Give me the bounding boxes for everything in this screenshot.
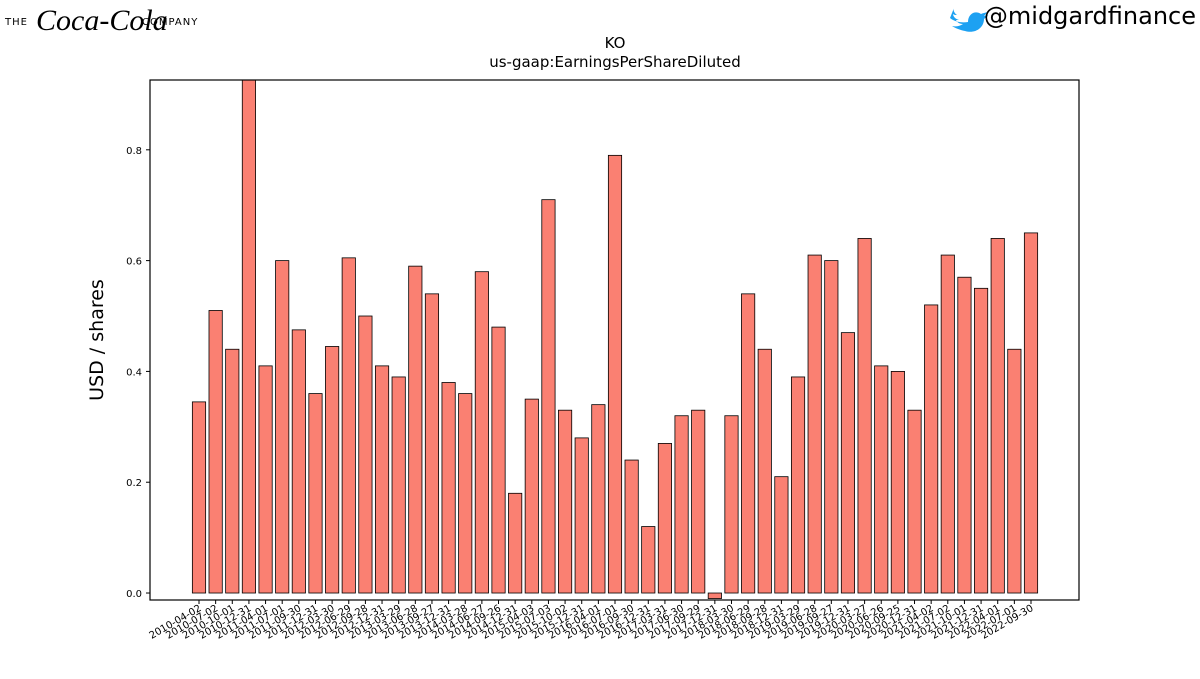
twitter-icon bbox=[950, 8, 988, 32]
bar bbox=[391, 376, 406, 594]
bar bbox=[757, 348, 772, 594]
bar bbox=[657, 443, 672, 594]
bar bbox=[275, 260, 290, 594]
bar bbox=[857, 238, 872, 594]
bar bbox=[707, 592, 722, 599]
bar bbox=[924, 304, 939, 594]
brand-prefix: THE bbox=[4, 17, 28, 28]
bar bbox=[424, 293, 440, 594]
bar bbox=[824, 260, 839, 594]
bar bbox=[491, 326, 506, 594]
y-tick-label: 0.6 bbox=[126, 257, 142, 268]
bar bbox=[458, 393, 473, 594]
bar bbox=[774, 476, 789, 594]
bar bbox=[558, 409, 573, 594]
brand-name: Coca-Cola bbox=[36, 4, 168, 37]
bar bbox=[258, 365, 273, 594]
bar bbox=[940, 254, 955, 594]
y-tick-label: 0.2 bbox=[126, 478, 142, 489]
bar bbox=[474, 271, 489, 594]
bar bbox=[1023, 232, 1039, 594]
bar bbox=[907, 409, 922, 594]
bar bbox=[1007, 348, 1022, 594]
bar bbox=[874, 365, 889, 594]
bar bbox=[790, 376, 806, 594]
y-tick-label: 0.8 bbox=[126, 146, 142, 157]
bar bbox=[890, 371, 905, 594]
bar bbox=[208, 310, 223, 594]
bar bbox=[741, 293, 756, 594]
bar bbox=[807, 254, 822, 594]
bar bbox=[341, 257, 356, 594]
bar bbox=[524, 398, 539, 594]
bar bbox=[374, 365, 390, 594]
bar bbox=[607, 154, 623, 594]
bar bbox=[508, 492, 523, 594]
bar bbox=[574, 437, 589, 594]
bar bbox=[358, 315, 373, 594]
bar bbox=[591, 404, 606, 594]
bar bbox=[624, 459, 639, 594]
y-tick-label: 0.4 bbox=[126, 367, 142, 378]
bar bbox=[724, 415, 739, 594]
bar bbox=[541, 199, 556, 594]
bar bbox=[840, 332, 856, 594]
bar bbox=[990, 238, 1005, 594]
chart-title: KO bbox=[605, 34, 626, 52]
bar bbox=[408, 265, 423, 594]
bar bbox=[691, 409, 706, 594]
y-tick-label: 0.0 bbox=[126, 589, 142, 600]
chart-subtitle: us-gaap:EarningsPerShareDiluted bbox=[489, 53, 741, 71]
bar bbox=[974, 287, 989, 594]
handle: @midgardfinance bbox=[984, 2, 1196, 30]
bars bbox=[191, 80, 1039, 599]
bar bbox=[308, 393, 323, 594]
bar bbox=[291, 329, 306, 594]
bar bbox=[441, 382, 456, 594]
bar bbox=[241, 80, 256, 594]
y-axis-label: USD / shares bbox=[86, 279, 108, 401]
brand-suffix: COMPANY bbox=[142, 17, 198, 28]
bar bbox=[325, 346, 340, 594]
bar bbox=[641, 526, 656, 594]
bar bbox=[674, 415, 689, 594]
bar bbox=[957, 276, 972, 594]
bar bbox=[191, 401, 207, 594]
bar bbox=[225, 348, 240, 594]
